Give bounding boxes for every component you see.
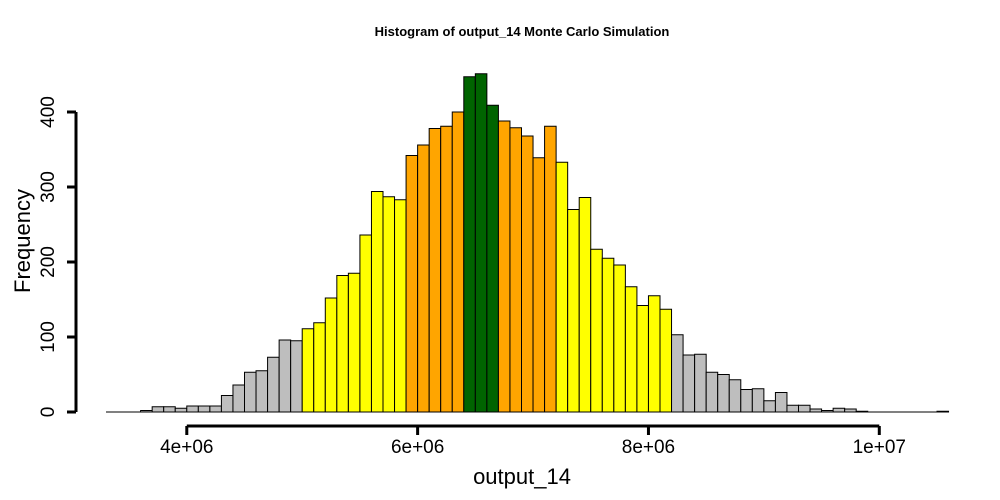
histogram-bar [174, 407, 188, 413]
y-tick-label: 200 [38, 246, 59, 278]
x-tick-label: 6e+06 [391, 437, 444, 458]
histogram-bar [220, 395, 234, 413]
chart-title: Histogram of output_14 Monte Carlo Simul… [375, 24, 670, 39]
y-tick-label: 0 [38, 407, 59, 418]
histogram-bar [301, 328, 315, 413]
histogram-bar [694, 353, 707, 413]
y-axis-label: Frequency [10, 189, 35, 293]
histogram-bar [474, 73, 488, 413]
histogram-bar [451, 111, 465, 413]
histogram-bar [405, 155, 419, 413]
histogram-bar [601, 257, 615, 413]
histogram-bar [394, 199, 407, 413]
histogram-bar [717, 374, 730, 413]
histogram-bar [798, 404, 811, 413]
histogram-bar [936, 410, 950, 413]
histogram-bar [336, 275, 349, 413]
histogram-bar [440, 125, 453, 413]
histogram-bar [244, 371, 257, 413]
histogram-bar [636, 305, 649, 413]
histogram-bar [428, 128, 442, 413]
y-axis: 0 100 200 300 400 [38, 96, 78, 418]
histogram-bar [186, 405, 199, 413]
y-tick-label: 100 [38, 321, 59, 353]
histogram-bar [324, 297, 338, 413]
histogram-bar [382, 196, 396, 413]
histogram-bar [624, 286, 638, 413]
histogram-bar [567, 209, 580, 413]
histogram-bar [463, 76, 476, 413]
histogram-bar [832, 407, 846, 413]
y-tick-label: 300 [38, 171, 59, 203]
histogram-bar [544, 125, 557, 413]
histogram-bar [232, 384, 246, 413]
histogram-bar [359, 234, 372, 413]
bars-group [106, 73, 950, 413]
histogram-bar [682, 354, 696, 413]
histogram-bar [313, 322, 326, 413]
histogram-bar [751, 388, 765, 413]
histogram-bar [578, 197, 592, 413]
x-tick-label: 4e+06 [160, 437, 213, 458]
x-axis-label: output_14 [473, 464, 571, 489]
histogram-bar [370, 191, 384, 413]
x-tick-label: 8e+06 [622, 437, 675, 458]
histogram-bar [255, 370, 269, 413]
histogram-bar [532, 157, 546, 413]
histogram-bar [740, 389, 753, 413]
histogram-bar [728, 379, 742, 413]
y-tick-label: 400 [38, 96, 59, 128]
histogram-bar [163, 406, 176, 413]
histogram-bar [417, 144, 430, 413]
x-axis: 4e+06 6e+06 8e+06 1e+07 [160, 424, 906, 458]
histogram-bar [763, 400, 776, 413]
histogram-bar [613, 264, 626, 413]
histogram-bar [509, 127, 522, 413]
histogram-bar [267, 356, 280, 413]
histogram-bar [774, 392, 788, 413]
histogram-bar [486, 104, 499, 413]
histogram-bar [786, 404, 800, 413]
histogram-bar [278, 339, 292, 413]
histogram-bar [659, 308, 673, 413]
x-tick-label: 1e+07 [853, 437, 906, 458]
histogram-bar [347, 272, 361, 413]
histogram-bar [151, 406, 165, 413]
histogram-bar [497, 120, 511, 413]
histogram-bar [647, 295, 661, 413]
histogram-bar [705, 371, 719, 413]
histogram-bar [197, 405, 211, 413]
histogram-bar [290, 340, 303, 413]
histogram-bar [590, 248, 603, 413]
histogram-bar [555, 161, 569, 413]
histogram-bar [521, 135, 534, 413]
histogram-bar [209, 405, 222, 413]
histogram-bar [671, 334, 684, 413]
